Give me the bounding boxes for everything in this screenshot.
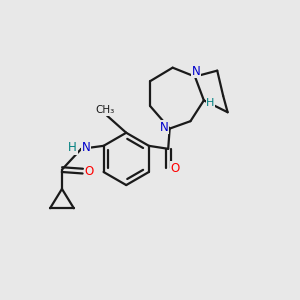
Text: N: N — [192, 65, 201, 78]
Text: N: N — [160, 121, 169, 134]
Text: H: H — [206, 98, 214, 108]
Text: O: O — [170, 162, 179, 175]
Text: O: O — [85, 165, 94, 178]
Text: CH₃: CH₃ — [96, 105, 115, 115]
Text: H: H — [68, 141, 77, 154]
Text: N: N — [82, 141, 91, 154]
